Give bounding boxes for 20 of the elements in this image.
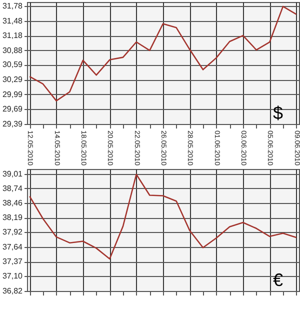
y-tick-label: 30,88: [2, 46, 24, 55]
y-tick-label: 37,92: [2, 228, 24, 237]
y-tick-label: 36,82: [2, 286, 24, 296]
y-tick-label: 29,99: [2, 90, 24, 99]
y-tick-label: 38,74: [2, 184, 24, 193]
y-tick-label: 30,29: [2, 75, 24, 84]
y-tick-label: 39,01: [2, 169, 24, 178]
y-tick-label: 31,78: [2, 1, 24, 10]
y-tick-label: 29,69: [2, 104, 24, 114]
line-series: [29, 6, 297, 102]
y-tick-label: 31,48: [2, 16, 24, 26]
y-tick-label: 37,37: [2, 257, 24, 266]
y-tick-label: 37,10: [2, 272, 24, 281]
y-tick-label: 31,18: [2, 31, 24, 40]
y-tick-label: 37,64: [2, 242, 24, 252]
y-tick-label: 30,59: [2, 60, 24, 70]
y-tick-label: 38,19: [2, 213, 24, 222]
y-tick-label: 29,39: [2, 120, 24, 128]
y-tick-label: 38,46: [2, 198, 24, 208]
line-series: [29, 174, 297, 260]
